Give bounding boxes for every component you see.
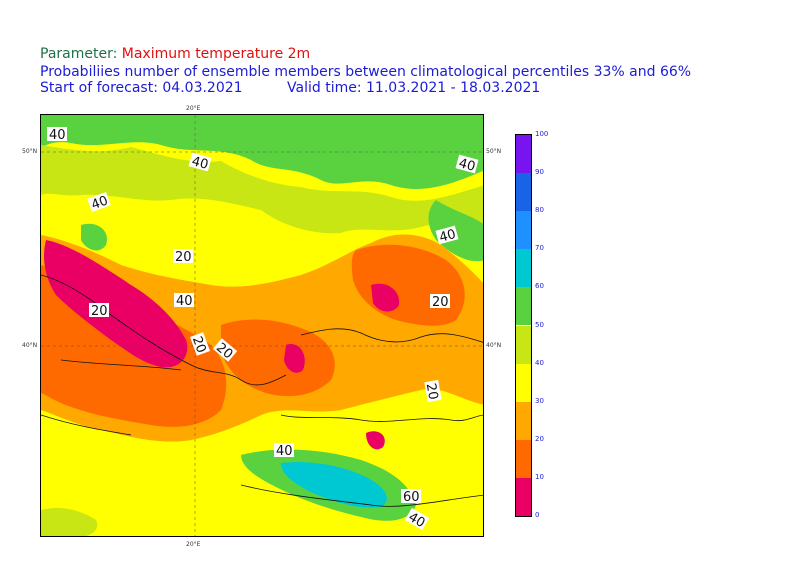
contour-label: 20: [91, 304, 108, 319]
colorbar-segment: [516, 477, 531, 516]
contour-label: 40: [438, 227, 458, 246]
field-60-top: [41, 115, 483, 190]
colorbar-label: 10: [535, 472, 544, 481]
colorbar-label: 30: [535, 396, 544, 405]
contour-label: 60: [403, 490, 420, 505]
lat-tick-right-50: 50°N: [486, 148, 502, 155]
colorbar-label: 80: [535, 206, 544, 215]
colorbar-segment: [516, 135, 531, 174]
colorbar-label: 20: [535, 434, 544, 443]
contour-labels: 40 40 40 40 20 40 40 20 20 20 20 20 40: [47, 127, 479, 531]
contour-label-bg: [212, 338, 238, 362]
colorbar-segment: [516, 287, 531, 326]
contour-label-bg: [47, 127, 67, 141]
colorbar-segment: [516, 401, 531, 440]
colorbar: [515, 134, 532, 517]
probability-map: 40 40 40 40 20 40 40 20 20 20 20 20 40: [40, 114, 484, 537]
parameter-line: Parameter: Maximum temperature 2m: [40, 46, 310, 62]
contour-label: 20: [175, 250, 192, 265]
lon-tick-top: 20°E: [186, 105, 201, 112]
contour-label-bg: [430, 294, 450, 308]
contour-label-bg: [190, 332, 210, 356]
colorbar-label: 90: [535, 168, 544, 177]
field-0-10-balkans: [371, 283, 400, 312]
lon-tick-bottom: 20°E: [186, 541, 201, 548]
valid-label: Valid time:: [287, 80, 362, 96]
field-0-10-south: [366, 431, 385, 450]
colorbar-label: 40: [535, 358, 544, 367]
coastline: [41, 274, 483, 507]
contour-label: 40: [190, 154, 210, 173]
field-10-20-aegean: [221, 319, 335, 397]
contour-label: 40: [276, 444, 293, 459]
start-date: 04.03.2021: [162, 80, 243, 96]
colorbar-label: 100: [535, 130, 549, 138]
colorbar-label: 60: [535, 282, 544, 291]
field-60-west: [81, 223, 107, 251]
contour-label: 40: [89, 193, 110, 213]
lat-tick-left-40: 40°N: [22, 342, 38, 349]
field-40-50-southwest: [41, 508, 98, 536]
colorbar-segment: [516, 439, 531, 478]
contour-label-bg: [455, 154, 479, 174]
colorbar-segment: [516, 211, 531, 250]
contour-label: 40: [457, 156, 477, 175]
field-0-10-adriatic: [44, 240, 188, 368]
colorbar-segment: [516, 249, 531, 288]
contour-label: 40: [49, 128, 66, 143]
colorbar-label: 70: [535, 244, 544, 253]
field-40-50-band: [41, 145, 483, 234]
contour-label-bg: [173, 249, 193, 263]
contour-label-bg: [174, 293, 194, 307]
contour-label: 40: [406, 510, 428, 531]
colorbar-segment: [516, 363, 531, 402]
lat-tick-left-50: 50°N: [22, 148, 38, 155]
colorbar-segment: [516, 173, 531, 212]
parameter-value: Maximum temperature 2m: [121, 46, 311, 62]
description-line: Probabiliies number of ensemble members …: [40, 64, 692, 80]
parameter-label: Parameter:: [40, 46, 118, 62]
contour-label-bg: [424, 379, 442, 403]
contour-label-bg: [188, 152, 212, 172]
valid-range: 11.03.2021 - 18.03.2021: [366, 80, 541, 96]
contour-label-bg: [404, 507, 430, 531]
contour-label: 20: [423, 382, 441, 401]
contour-label-bg: [89, 303, 109, 317]
start-label: Start of forecast:: [40, 80, 158, 96]
contour-label-bg: [274, 443, 294, 457]
contour-label-bg: [401, 489, 421, 503]
map-svg: 40 40 40 40 20 40 40 20 20 20 20 20 40: [41, 115, 483, 536]
lat-tick-right-40: 40°N: [486, 342, 502, 349]
forecast-time-line: Start of forecast: 04.03.2021 Valid time…: [40, 80, 540, 96]
contour-label-bg: [435, 225, 459, 245]
colorbar-label: 0: [535, 511, 540, 519]
contour-label: 20: [432, 295, 449, 310]
contour-label: 40: [176, 294, 193, 309]
colorbar-label: 50: [535, 320, 544, 329]
field-0-10-aegean: [284, 344, 305, 373]
contour-label: 20: [189, 334, 209, 355]
contour-label-bg: [87, 192, 111, 212]
colorbar-segment: [516, 325, 531, 364]
field-60-70-libya: [281, 462, 387, 508]
